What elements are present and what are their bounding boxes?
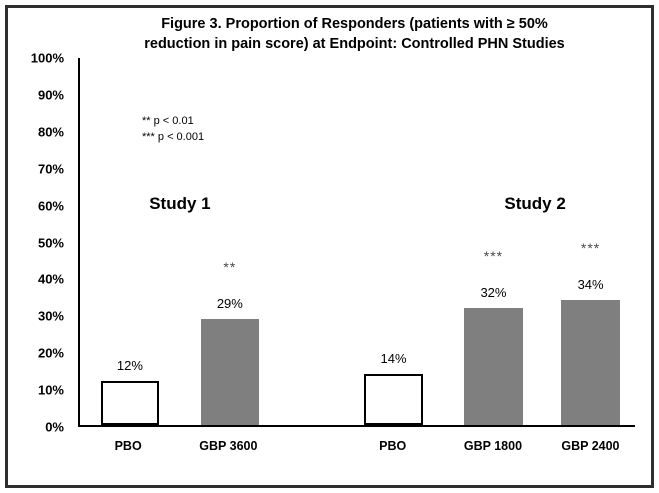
y-tick-label: 30% (37, 308, 64, 324)
bar-pbo (364, 373, 423, 425)
chart-title: Figure 3. Proportion of Responders (pati… (68, 15, 641, 54)
bar-value-label: 29% (216, 295, 243, 311)
y-tick-label: 90% (37, 87, 64, 103)
significance-legend-line1: ** p < 0.01 (142, 115, 194, 127)
bar-value-label: 32% (480, 284, 507, 300)
y-tick-label: 100% (30, 50, 64, 66)
y-tick-label: 80% (37, 124, 64, 140)
y-tick-label: 60% (37, 198, 64, 214)
bar-slot: 14% (364, 58, 423, 425)
y-tick-label: 20% (37, 345, 64, 361)
bar-value-label: 12% (116, 357, 143, 373)
plot-area: ** p < 0.01 *** p < 0.001 12% ** 29% 14% ***… (78, 58, 635, 427)
y-tick-label: 40% (37, 271, 64, 287)
x-tick-label: PBO (114, 439, 142, 453)
bar-gbp-2400 (561, 300, 620, 425)
x-tick-label: GBP 1800 (463, 439, 523, 453)
x-tick-label: GBP 3600 (199, 439, 258, 453)
significance-legend: ** p < 0.01 *** p < 0.001 (142, 114, 204, 146)
bar-pbo (100, 380, 160, 425)
chart-frame: Figure 3. Proportion of Responders (pati… (5, 5, 654, 488)
bar-slot: 12% (100, 58, 160, 425)
bar-slot: *** 34% (561, 58, 620, 425)
group-label-study-2: Study 2 (504, 193, 566, 213)
significance-marker: *** (580, 240, 601, 257)
x-tick-label: PBO (379, 439, 407, 453)
chart-title-line1: Figure 3. Proportion of Responders (pati… (161, 16, 548, 32)
y-axis: 0% 10% 20% 30% 40% 50% 60% 70% 80% 90% 100% (8, 51, 72, 435)
y-tick-label: 70% (37, 161, 64, 177)
significance-marker: ** (223, 258, 237, 275)
y-tick-label: 10% (37, 382, 64, 398)
significance-legend-line2: *** p < 0.001 (142, 130, 205, 143)
bar-gbp-1800 (464, 307, 523, 425)
bar-slot: *** 32% (464, 58, 523, 425)
x-axis: PBO GBP 3600 PBO GBP 1800 GBP 2400 (78, 435, 635, 457)
bar-gbp-3600 (200, 318, 259, 425)
significance-marker: *** (483, 247, 504, 264)
bar-slot: ** 29% (200, 58, 259, 425)
bar-value-label: 14% (380, 350, 407, 366)
y-tick-label: 50% (37, 235, 64, 250)
group-label-study-1: Study 1 (149, 193, 211, 213)
bar-value-label: 34% (577, 277, 604, 293)
x-tick-label: GBP 2400 (561, 439, 620, 453)
chart-title-line2: reduction in pain score) at Endpoint: Co… (144, 35, 565, 52)
y-tick-label: 0% (45, 419, 64, 435)
